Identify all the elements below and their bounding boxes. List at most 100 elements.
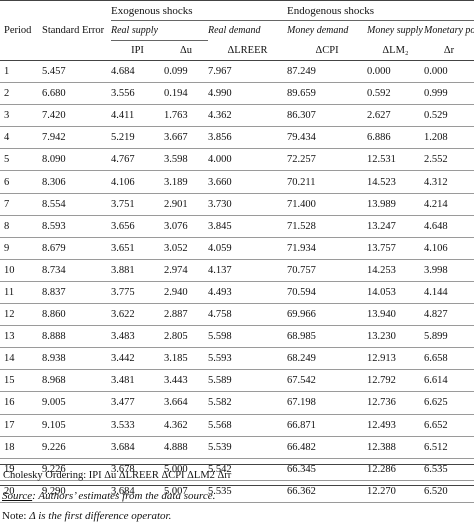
cell-ipi: 3.556 [111,82,164,106]
cell-dcpi: 89.659 [287,82,368,106]
cell-dcpi: 66.345 [287,458,368,481]
cell-ipi: 4.767 [111,148,164,172]
cell-dr: 4.827 [424,303,474,327]
cell-dcpi: 70.211 [287,170,368,194]
cell-std-error: 8.860 [38,303,111,327]
period-header: Period [0,0,38,61]
table-container: Period Standard Error Exogenous shocks E… [0,0,474,503]
col-header-dcpi: ΔCPI [287,40,368,61]
cell-dcpi: 71.934 [287,237,368,260]
table-row: 16 9.005 3.477 3.664 5.582 67.198 12.736 6.625 [0,391,474,415]
cell-dlm2: 13.230 [367,325,425,349]
col-header-ipi: IPI [111,40,164,61]
cell-du: 2.940 [164,281,208,305]
cell-dr: 6.512 [424,436,474,459]
table-row: 2 6.680 3.556 0.194 4.990 89.659 0.592 0.999 [0,82,474,106]
cell-period: 8 [0,215,38,238]
cell-period: 19 [0,458,38,481]
cell-dlm2: 12.388 [367,436,425,459]
cell-dr: 6.658 [424,347,474,371]
cell-ipi: 3.751 [111,193,164,216]
cell-dlm2: 12.792 [367,369,425,393]
cell-dlreer: 4.990 [208,82,288,106]
cell-std-error: 8.593 [38,215,111,238]
cell-dr: 6.625 [424,391,474,415]
cell-du: 2.887 [164,303,208,327]
subgroup-monetary-policy: Monetary policy [424,25,474,37]
cell-du: 4.888 [164,436,208,459]
cell-dr: 6.614 [424,369,474,393]
cell-dcpi: 70.594 [287,281,368,305]
cell-du: 1.763 [164,104,208,128]
cell-du: 3.076 [164,215,208,238]
cell-dr: 2.552 [424,148,474,172]
variance-decomposition-table: Period Standard Error Exogenous shocks E… [0,0,474,503]
table-row: 13 8.888 3.483 2.805 5.598 68.985 13.230 5.899 [0,325,474,349]
cell-dlreer: 5.539 [208,436,288,459]
cell-std-error: 8.554 [38,193,111,216]
cell-dcpi: 71.528 [287,215,368,238]
col-header-dr: Δr [424,40,474,61]
table-row: 9 8.679 3.651 3.052 4.059 71.934 13.757 4.106 [0,237,474,260]
cell-dlm2: 14.523 [367,170,425,194]
cell-dcpi: 86.307 [287,104,368,128]
cell-du: 3.052 [164,237,208,260]
cell-dr: 4.106 [424,237,474,260]
cell-std-error: 9.005 [38,391,111,415]
cell-ipi: 3.442 [111,347,164,371]
col-header-dlreer: ΔLREER [208,40,288,61]
cell-std-error: 9.226 [38,436,111,459]
cell-ipi: 3.656 [111,215,164,238]
cell-dlm2: 13.940 [367,303,425,327]
cell-std-error: 9.226 [38,458,111,481]
cell-dcpi: 69.966 [287,303,368,327]
source-note: Source: Authors’ estimates from the data… [0,486,474,506]
cell-dlreer: 4.000 [208,148,288,172]
cell-ipi: 4.411 [111,104,164,128]
table-row: 7 8.554 3.751 2.901 3.730 71.400 13.989 4.214 [0,193,474,216]
note-prefix: Note: [2,510,30,522]
cell-period: 12 [0,303,38,327]
cell-dr: 4.214 [424,193,474,216]
cell-ipi: 3.775 [111,281,164,305]
cell-dlreer: 3.856 [208,126,288,150]
table-row: 6 8.306 4.106 3.189 3.660 70.211 14.523 4.312 [0,170,474,194]
cell-dlm2: 13.757 [367,237,425,260]
cell-dcpi: 67.542 [287,369,368,393]
table-row: 10 8.734 3.881 2.974 4.137 70.757 14.253 3.998 [0,259,474,282]
cell-dlm2: 12.913 [367,347,425,371]
cell-dr: 0.529 [424,104,474,128]
cell-dcpi: 79.434 [287,126,368,150]
col-header-du: Δu [164,40,208,61]
cell-dlreer: 5.593 [208,347,288,371]
cell-dlm2: 13.989 [367,193,425,216]
exogenous-group-header: Exogenous shocks [111,0,288,21]
source-label: Source [2,490,33,502]
cell-dlreer: 5.589 [208,369,288,393]
cell-du: 4.362 [164,414,208,437]
cell-du: 0.099 [164,60,208,84]
table-row: 3 7.420 4.411 1.763 4.362 86.307 2.627 0.529 [0,104,474,128]
cell-dlreer: 3.660 [208,170,288,194]
cell-dlm2: 0.000 [367,60,425,84]
cell-period: 10 [0,259,38,282]
cell-ipi: 3.678 [111,458,164,481]
cell-dr: 5.899 [424,325,474,349]
cell-dlreer: 7.967 [208,60,288,84]
cell-du: 3.667 [164,126,208,150]
table-row: 5 8.090 4.767 3.598 4.000 72.257 12.531 2.552 [0,148,474,172]
table-row: 12 8.860 3.622 2.887 4.758 69.966 13.940 4.827 [0,303,474,327]
cell-dlm2: 12.286 [367,458,425,481]
cell-dcpi: 87.249 [287,60,368,84]
cell-std-error: 7.942 [38,126,111,150]
cell-period: 5 [0,148,38,172]
cell-dlm2: 12.493 [367,414,425,437]
cell-du: 2.901 [164,193,208,216]
cell-ipi: 4.684 [111,60,164,84]
cell-du: 2.974 [164,259,208,282]
cell-period: 6 [0,170,38,194]
cell-std-error: 8.938 [38,347,111,371]
cell-ipi: 3.881 [111,259,164,282]
cell-dlreer: 4.059 [208,237,288,260]
table-row: 11 8.837 3.775 2.940 4.493 70.594 14.053 4.144 [0,281,474,305]
